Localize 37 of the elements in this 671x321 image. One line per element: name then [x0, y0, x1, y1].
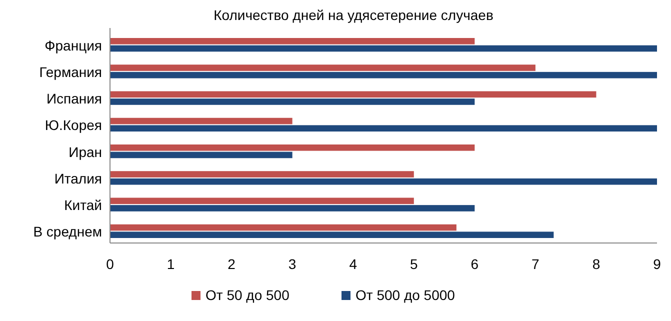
- bar: [110, 38, 475, 44]
- y-tick-label: В среднем: [33, 224, 102, 240]
- bar: [110, 91, 596, 98]
- bar: [110, 118, 292, 124]
- y-tick-label: Италия: [54, 170, 102, 186]
- x-tick-label: 1: [166, 256, 175, 272]
- legend-label: От 500 до 5000: [356, 287, 456, 303]
- bar: [110, 198, 414, 204]
- x-tick-label: 9: [653, 256, 662, 272]
- bar: [110, 224, 456, 231]
- x-tick-label: 5: [410, 256, 418, 272]
- chart-title: Количество дней на удясетерение случаев: [214, 7, 494, 23]
- bar: [110, 152, 292, 158]
- bar: [110, 64, 536, 71]
- bar: [110, 98, 475, 105]
- x-tick-label: 4: [349, 256, 358, 272]
- y-tick-label: Ю.Корея: [44, 117, 102, 134]
- x-tick-label: 0: [106, 256, 114, 272]
- bar: [110, 72, 657, 78]
- y-tick-label: Иран: [68, 144, 102, 160]
- y-tick-label: Испания: [46, 90, 102, 107]
- bar: [110, 144, 475, 151]
- bar: [110, 205, 475, 212]
- legend-label: От 50 до 500: [206, 287, 290, 303]
- x-tick-label: 8: [592, 256, 600, 272]
- bar: [110, 232, 554, 238]
- bar: [110, 45, 657, 52]
- x-tick-label: 3: [288, 256, 296, 272]
- x-tick-label: 6: [470, 256, 479, 272]
- bar: [110, 178, 657, 185]
- bar: [110, 171, 414, 178]
- x-tick-label: 7: [532, 256, 540, 272]
- y-tick-label: Франция: [44, 37, 102, 54]
- bar: [110, 125, 657, 132]
- x-tick-label: 2: [228, 256, 236, 272]
- y-tick-label: Китай: [64, 197, 102, 214]
- y-tick-label: Германия: [39, 64, 102, 80]
